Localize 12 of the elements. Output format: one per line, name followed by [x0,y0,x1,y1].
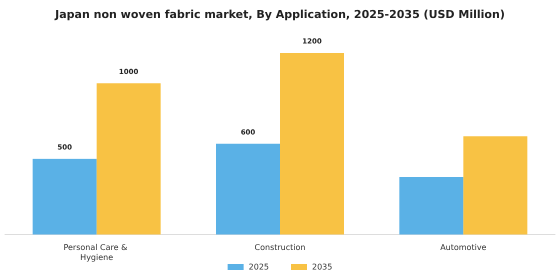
legend-label: 2025 [248,262,269,272]
bar [463,136,528,234]
x-tick-label: Construction [254,243,306,252]
bar [280,53,344,234]
chart-title: Japan non woven fabric market, By Application, 2025-2035 (USD Million) [54,8,505,21]
legend-label: 2035 [312,262,332,272]
x-tick-label: Automotive [440,243,487,252]
bar [216,144,280,234]
x-tick-label: Personal Care & Hygiene [63,243,130,262]
bar [399,177,464,234]
bar [96,83,161,234]
bar [32,158,97,234]
